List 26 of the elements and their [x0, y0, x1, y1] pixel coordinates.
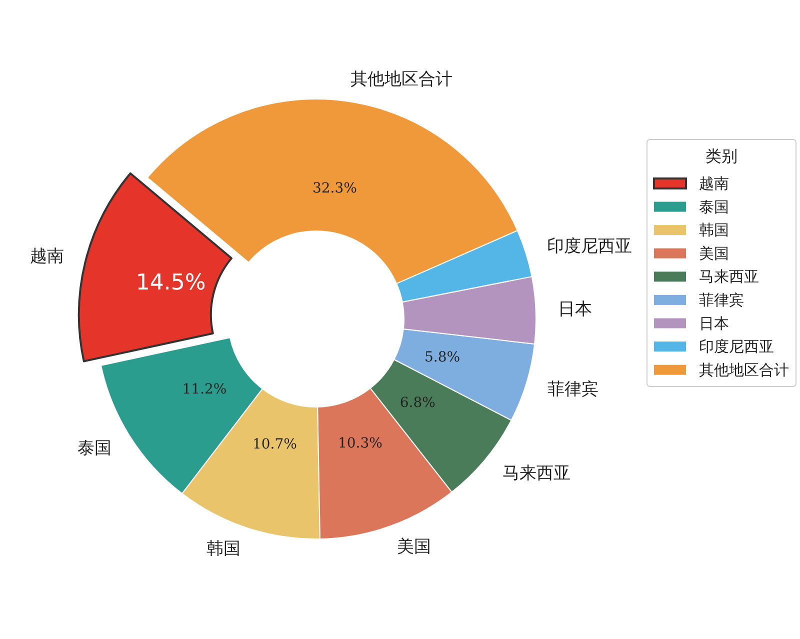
legend-label: 菲律宾: [699, 290, 744, 309]
legend-label: 马来西亚: [699, 268, 759, 286]
data-label: 10.7%: [252, 436, 297, 452]
slice-label: 日本: [558, 299, 592, 320]
slice-label: 印度尼西亚: [546, 236, 632, 257]
slice-label: 泰国: [78, 438, 112, 459]
data-label: 11.2%: [182, 382, 227, 398]
slice-label: 越南: [30, 246, 64, 267]
legend-label: 日本: [699, 314, 729, 332]
legend-label: 印度尼西亚: [699, 338, 774, 356]
slice-label: 韩国: [206, 538, 240, 559]
slice-label: 菲律宾: [547, 380, 598, 400]
legend-label: 其他地区合计: [699, 360, 789, 379]
legend-label: 美国: [699, 244, 729, 262]
legend-title: 类别: [706, 146, 738, 166]
legend-label: 泰国: [699, 198, 729, 216]
data-label: 32.3%: [312, 180, 357, 196]
slice-label: 美国: [397, 537, 432, 558]
data-label: 14.5%: [136, 270, 206, 296]
slice-label: 其他地区合计: [350, 69, 452, 90]
slice-label: 马来西亚: [502, 463, 570, 484]
legend-label: 越南: [699, 174, 729, 192]
data-label: 10.3%: [338, 435, 382, 452]
legend-label: 韩国: [699, 221, 729, 240]
data-label: 6.8%: [400, 395, 436, 412]
data-label: 5.8%: [424, 350, 460, 366]
